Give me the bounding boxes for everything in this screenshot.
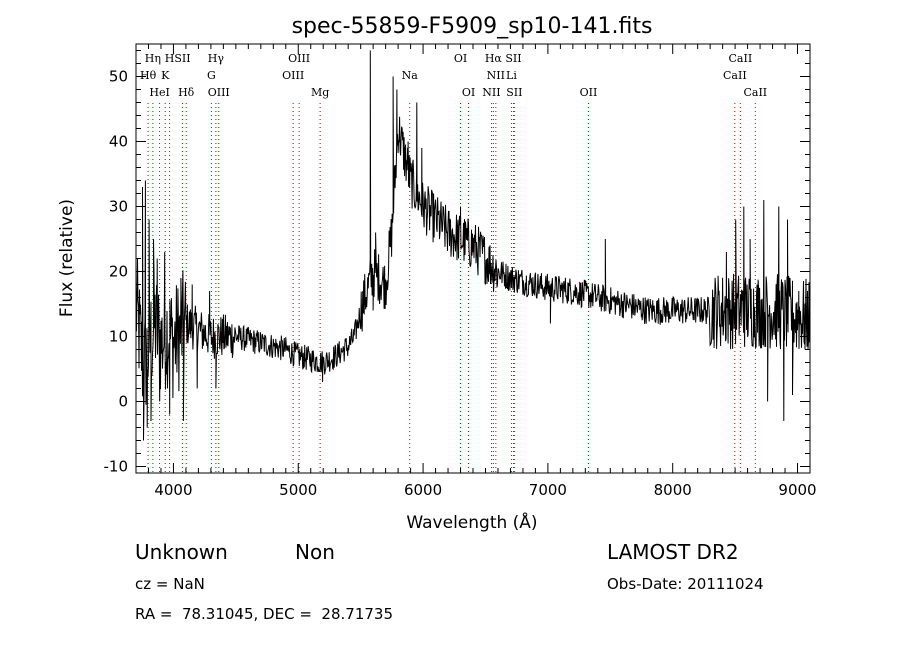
x-tick-label: 5000 — [279, 481, 317, 499]
line-label: OIII — [282, 69, 304, 82]
y-tick-label: 50 — [109, 68, 128, 86]
y-tick-label: 30 — [109, 198, 128, 216]
line-label: OIII — [208, 86, 230, 99]
y-axis-label: Flux (relative) — [57, 199, 77, 317]
line-label: Na — [402, 69, 419, 82]
line-label: SII — [506, 86, 522, 99]
line-label: CaII — [743, 86, 767, 99]
x-axis: 4000 5000 6000 7000 8000 9000 — [147, 44, 817, 499]
line-label: Hγ — [208, 52, 225, 65]
survey-name: LAMOST DR2 — [607, 540, 739, 564]
y-tick-label: 20 — [109, 263, 128, 281]
line-label: SII — [174, 52, 190, 65]
line-label: NII — [482, 86, 500, 99]
line-label: CaII — [729, 52, 753, 65]
line-label: K — [161, 69, 170, 82]
line-label: Hδ — [178, 86, 195, 99]
x-tick-label: 9000 — [778, 481, 816, 499]
object-class: Unknown — [135, 540, 228, 564]
x-axis-label: Wavelength (Å) — [406, 511, 537, 533]
line-label: OI — [454, 52, 467, 65]
spectral-line-markers — [147, 103, 756, 473]
chart-title: spec-55859-F5909_sp10-141.fits — [292, 14, 653, 39]
y-tick-label: -10 — [104, 458, 129, 476]
x-tick-label: 7000 — [529, 481, 567, 499]
line-label: OI — [462, 86, 475, 99]
redshift-readout: cz = NaN — [135, 575, 205, 593]
line-label: Hα — [485, 52, 503, 65]
line-label: SII — [505, 52, 521, 65]
line-label: CaII — [723, 69, 747, 82]
line-label: Mg — [311, 86, 329, 99]
line-label: NII — [487, 69, 505, 82]
line-label: H — [165, 52, 175, 65]
y-tick-label: 0 — [118, 393, 128, 411]
line-label: Hη — [145, 52, 161, 65]
line-label: G — [207, 69, 216, 82]
coordinates-readout: RA = 78.31045, DEC = 28.71735 — [135, 605, 394, 623]
spectrum-trace — [135, 50, 811, 441]
line-label: OII — [580, 86, 598, 99]
x-tick-label: 6000 — [404, 481, 442, 499]
y-axis: -10 0 10 20 30 40 50 — [104, 50, 810, 476]
plot-frame — [135, 43, 811, 474]
line-label: Li — [506, 69, 517, 82]
object-subclass: Non — [295, 540, 335, 564]
x-tick-label: 8000 — [654, 481, 692, 499]
y-tick-label: 40 — [109, 133, 128, 151]
line-label: OIII — [288, 52, 310, 65]
line-label: HeI — [149, 86, 169, 99]
y-tick-label: 10 — [109, 328, 128, 346]
observation-date: Obs-Date: 20111024 — [607, 575, 764, 593]
line-label: Hθ — [140, 69, 157, 82]
x-tick-label: 4000 — [154, 481, 192, 499]
